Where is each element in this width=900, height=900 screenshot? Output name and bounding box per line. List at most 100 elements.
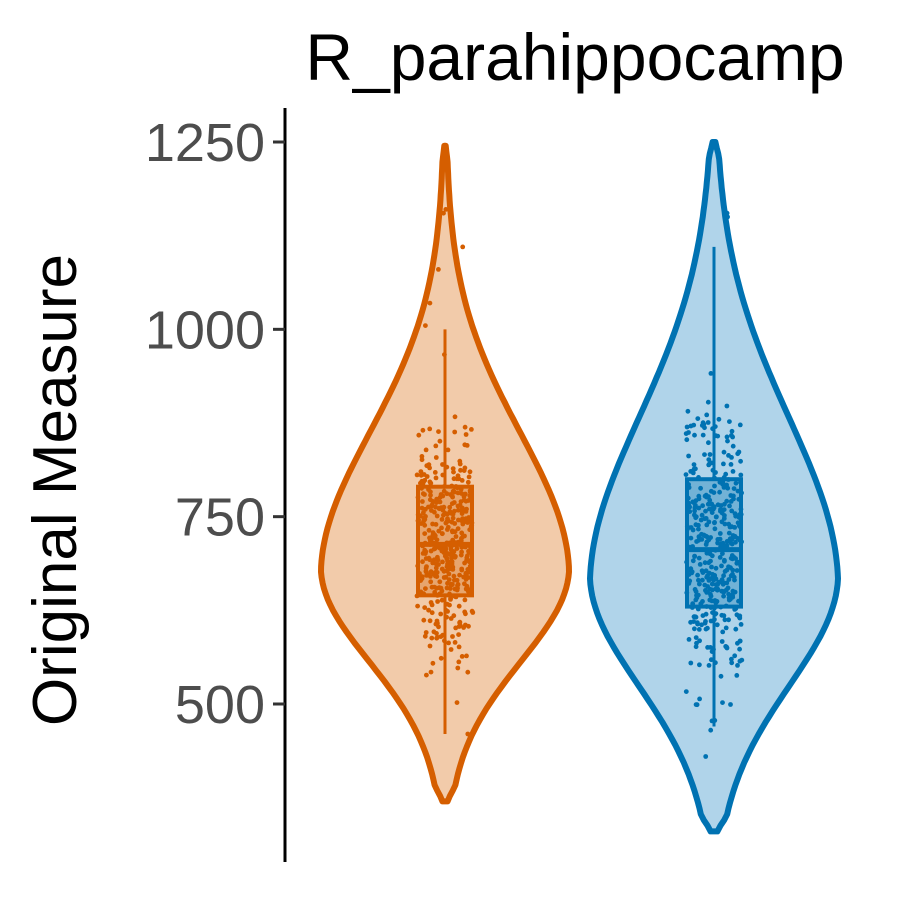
data-point — [465, 669, 471, 675]
data-point — [703, 508, 708, 514]
data-point — [721, 516, 727, 521]
data-point — [730, 469, 736, 474]
data-point — [724, 434, 730, 440]
chart-title: R_parahippocamp — [305, 20, 844, 94]
data-point — [693, 614, 698, 620]
data-point — [728, 499, 734, 504]
data-point — [712, 526, 718, 532]
data-point — [458, 499, 464, 504]
data-point — [719, 563, 724, 569]
data-point — [448, 581, 454, 587]
data-point — [456, 517, 461, 523]
data-point — [729, 508, 735, 514]
data-point — [720, 551, 725, 556]
data-point — [726, 591, 731, 597]
data-point — [683, 431, 689, 436]
data-point — [467, 469, 473, 475]
data-point — [422, 605, 428, 610]
data-point — [427, 643, 433, 649]
data-point — [433, 565, 439, 571]
data-point — [688, 535, 694, 541]
data-point — [449, 528, 455, 534]
data-point — [428, 600, 434, 605]
data-point — [470, 610, 476, 615]
data-point — [420, 499, 425, 504]
data-point — [453, 534, 459, 539]
data-point — [721, 485, 727, 490]
data-point — [696, 577, 701, 583]
data-point — [732, 534, 738, 539]
data-point — [454, 577, 460, 583]
data-point — [727, 419, 732, 424]
data-point — [454, 546, 460, 551]
data-point — [455, 582, 461, 587]
data-point — [439, 525, 444, 531]
data-point — [696, 555, 702, 561]
outlier-point — [427, 300, 433, 306]
data-point — [726, 530, 732, 536]
data-point — [707, 461, 712, 467]
data-point — [451, 500, 457, 505]
data-point — [731, 486, 737, 491]
data-point — [721, 593, 726, 599]
data-point — [464, 555, 470, 561]
data-point — [465, 517, 470, 523]
data-point — [455, 665, 461, 671]
data-point — [429, 610, 435, 616]
data-point — [718, 673, 724, 679]
data-point — [451, 573, 457, 579]
data-point — [688, 660, 694, 666]
data-point — [730, 567, 736, 573]
data-point — [719, 639, 725, 644]
data-point — [694, 640, 699, 646]
data-point — [729, 656, 734, 662]
data-point — [721, 461, 726, 467]
data-point — [692, 432, 697, 438]
data-point — [721, 449, 727, 455]
data-point — [450, 567, 456, 572]
data-point — [714, 622, 720, 628]
data-point — [447, 504, 453, 510]
data-point — [698, 485, 703, 491]
data-point — [728, 596, 733, 602]
data-point — [441, 504, 447, 510]
data-point — [683, 472, 689, 477]
data-point — [719, 510, 725, 516]
data-point — [423, 586, 428, 591]
data-point — [457, 620, 462, 626]
data-point — [446, 577, 452, 582]
data-point — [431, 571, 436, 577]
data-point — [694, 702, 700, 708]
data-point — [469, 427, 474, 432]
data-point — [722, 558, 727, 564]
data-point — [450, 515, 456, 521]
data-point — [434, 574, 440, 579]
data-point — [732, 525, 738, 530]
data-point — [698, 517, 704, 523]
data-point — [428, 669, 434, 675]
data-point — [728, 462, 734, 467]
data-point — [733, 626, 739, 632]
outlier-point — [460, 244, 466, 250]
data-point — [738, 472, 744, 478]
data-point — [446, 518, 451, 524]
data-point — [422, 522, 428, 528]
data-point — [415, 603, 420, 609]
data-point — [464, 443, 470, 448]
data-point — [451, 469, 456, 475]
data-point — [459, 654, 465, 659]
data-point — [433, 475, 439, 481]
data-point — [693, 635, 699, 640]
data-point — [693, 498, 699, 504]
data-point — [452, 414, 458, 420]
data-point — [700, 420, 706, 426]
data-point — [700, 577, 705, 583]
data-point — [420, 427, 426, 433]
data-point — [704, 494, 709, 500]
data-point — [724, 543, 730, 549]
data-point — [437, 499, 443, 505]
data-point — [434, 618, 440, 624]
data-point — [727, 536, 733, 542]
data-point — [451, 613, 457, 619]
data-point — [696, 537, 702, 543]
